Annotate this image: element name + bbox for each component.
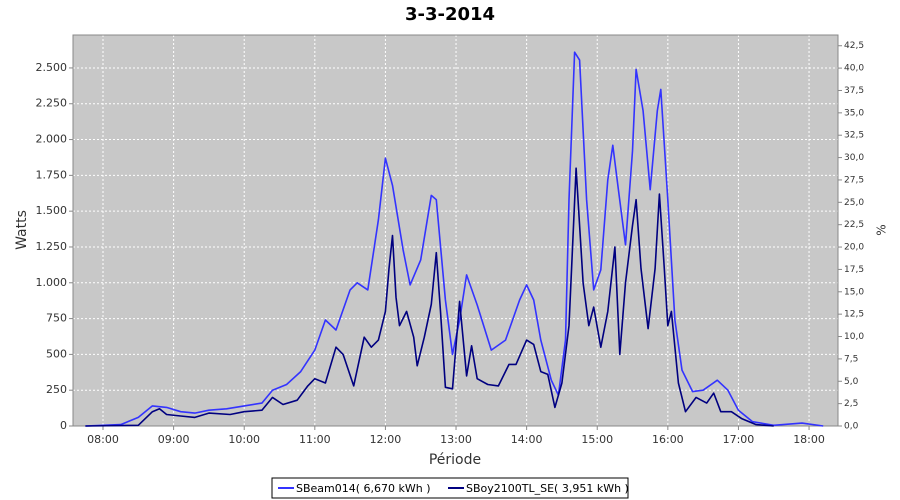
x-axis-label: Période: [429, 452, 481, 468]
x-tick-label: 13:00: [440, 433, 472, 446]
y-tick-label: 1.250: [36, 240, 68, 253]
plot-border: [72, 34, 839, 427]
y-tick-label: 0: [60, 419, 67, 432]
y-tick-label: 2.250: [36, 97, 68, 110]
y-tick-label: 1.500: [36, 204, 68, 217]
y-tick-label: 750: [46, 312, 67, 325]
legend-label: SBoy2100TL_SE( 3,951 kWh ): [466, 482, 629, 495]
x-tick-label: 10:00: [228, 433, 260, 446]
y-tick-label: 2.500: [36, 61, 68, 74]
y2-tick-label: 20,0: [844, 243, 864, 253]
chart-title: 3-3-2014: [405, 4, 495, 25]
x-tick-label: 12:00: [370, 433, 402, 446]
y2-tick-label: 27,5: [844, 175, 864, 185]
y2-tick-label: 35,0: [844, 108, 864, 118]
legend-label: SBeam014( 6,670 kWh ): [296, 482, 431, 495]
y2-tick-label: 25,0: [844, 198, 864, 208]
x-tick-label: 14:00: [511, 433, 543, 446]
x-tick-label: 09:00: [158, 433, 190, 446]
y-tick-label: 1.750: [36, 168, 68, 181]
y2-tick-label: 40,0: [844, 64, 864, 74]
x-tick-label: 15:00: [581, 433, 613, 446]
x-tick-label: 08:00: [87, 433, 119, 446]
y-axis-label: Watts: [14, 210, 30, 250]
x-tick-label: 11:00: [299, 433, 331, 446]
x-tick-label: 18:00: [793, 433, 825, 446]
y2-tick-label: 0,0: [844, 422, 859, 432]
plot-background: [73, 35, 838, 426]
y-tick-label: 500: [46, 347, 67, 360]
y2-tick-label: 15,0: [844, 287, 864, 297]
y2-tick-label: 5,0: [844, 377, 859, 387]
y2-tick-label: 42,5: [844, 41, 864, 51]
y2-tick-label: 30,0: [844, 153, 864, 163]
y2-tick-label: 10,0: [844, 332, 864, 342]
y2-tick-label: 22,5: [844, 220, 864, 230]
x-tick-label: 16:00: [652, 433, 684, 446]
series-line: [85, 51, 824, 427]
y2-tick-label: 7,5: [844, 354, 858, 364]
y2-tick-label: 12,5: [844, 310, 864, 320]
x-tick-label: 17:00: [723, 433, 755, 446]
y-tick-label: 1.000: [36, 276, 68, 289]
y2-tick-label: 17,5: [844, 265, 864, 275]
y2-axis-label: %: [875, 224, 889, 235]
y2-tick-label: 2,5: [844, 399, 858, 409]
y-tick-label: 2.000: [36, 133, 68, 146]
y-tick-label: 250: [46, 383, 67, 396]
series-line: [85, 167, 774, 427]
y2-tick-label: 37,5: [844, 86, 864, 96]
y2-tick-label: 32,5: [844, 131, 864, 141]
